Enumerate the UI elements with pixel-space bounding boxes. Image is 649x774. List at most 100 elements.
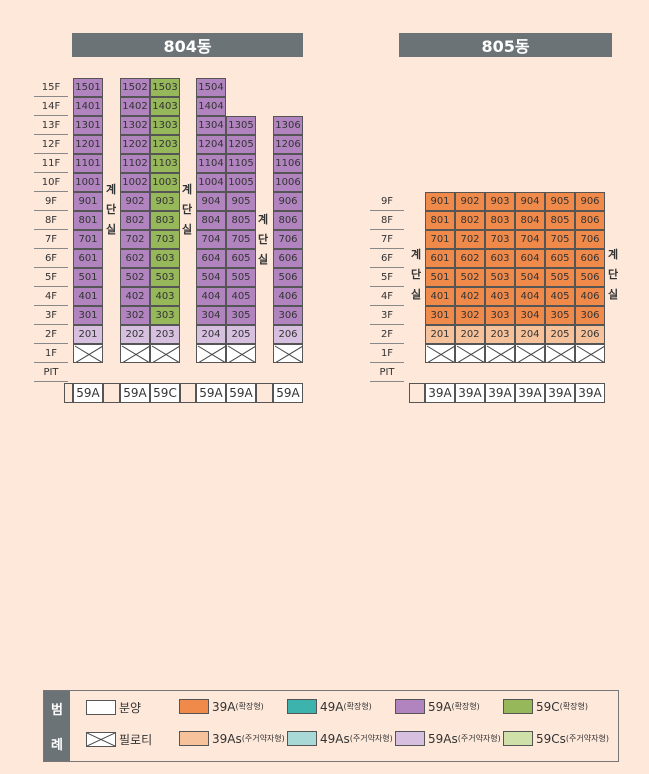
unit-cell: 205 xyxy=(226,325,256,344)
unit-cell: 306 xyxy=(273,306,303,325)
pilotis-cell xyxy=(196,344,226,363)
stair-char: 단 xyxy=(181,203,193,216)
unit-cell: 1003 xyxy=(150,173,180,192)
unit-cell: 603 xyxy=(150,249,180,268)
unit-cell: 1004 xyxy=(196,173,226,192)
legend-color-swatch xyxy=(287,699,317,714)
unit-cell: 602 xyxy=(455,249,485,268)
pilotis-cell xyxy=(150,344,180,363)
unit-cell: 302 xyxy=(455,306,485,325)
unit-cell: 1202 xyxy=(120,135,150,154)
unit-cell: 1104 xyxy=(196,154,226,173)
building-805-title: 805동 xyxy=(399,33,612,57)
unit-cell: 804 xyxy=(515,211,545,230)
unit-cell: 901 xyxy=(425,192,455,211)
legend-sublabel: (확장형) xyxy=(451,702,480,711)
floor-label: PIT xyxy=(370,363,404,382)
unit-cell: 602 xyxy=(120,249,150,268)
unit-cell: 1504 xyxy=(196,78,226,97)
unit-type-label: 39A xyxy=(575,383,605,403)
stair-char: 계 xyxy=(410,248,422,261)
floor-label: 6F xyxy=(370,249,404,268)
unit-type-label: 59A xyxy=(120,383,150,403)
unit-cell: 906 xyxy=(273,192,303,211)
unit-cell: 1203 xyxy=(150,135,180,154)
legend-label: 59C xyxy=(536,699,560,714)
floor-label: 1F xyxy=(34,344,68,363)
legend-color-swatch xyxy=(395,731,425,746)
unit-cell: 604 xyxy=(515,249,545,268)
legend-item: 49A (확장형) xyxy=(287,699,372,714)
pilotis-cross-icon xyxy=(576,345,604,362)
unit-cell: 506 xyxy=(273,268,303,287)
legend-label: 49A xyxy=(320,699,344,714)
stair-char: 단 xyxy=(410,268,422,281)
legend-item: 필로티 xyxy=(86,731,152,748)
legend-sublabel: (주거약자형) xyxy=(349,734,393,743)
unit-cell: 904 xyxy=(196,192,226,211)
floor-label: 9F xyxy=(370,192,404,211)
unit-type-label: 59A xyxy=(73,383,103,403)
unit-type-label: 59A xyxy=(226,383,256,403)
stair-char: 실 xyxy=(410,288,422,301)
unit-cell: 206 xyxy=(575,325,605,344)
unit-cell: 605 xyxy=(226,249,256,268)
type-row-spacer xyxy=(64,383,73,403)
pilotis-cross-icon xyxy=(74,345,102,362)
unit-cell: 801 xyxy=(73,211,103,230)
legend-item: 49As (주거약자형) xyxy=(287,731,393,746)
floor-label: 13F xyxy=(34,116,68,135)
legend-label: 필로티 xyxy=(119,733,153,747)
unit-cell: 202 xyxy=(120,325,150,344)
unit-type-label: 39A xyxy=(425,383,455,403)
floor-label: 8F xyxy=(370,211,404,230)
legend-item: 39A (확장형) xyxy=(179,699,264,714)
unit-cell: 306 xyxy=(575,306,605,325)
legend-label: 59Cs xyxy=(536,731,566,746)
unit-cell: 1106 xyxy=(273,154,303,173)
legend-label: 분양 xyxy=(119,701,142,715)
pilotis-cell xyxy=(425,344,455,363)
pilotis-cross-icon xyxy=(151,345,179,362)
legend-color-swatch xyxy=(287,731,317,746)
legend-color-swatch xyxy=(503,699,533,714)
unit-cell: 203 xyxy=(485,325,515,344)
unit-cell: 803 xyxy=(485,211,515,230)
unit-cell: 905 xyxy=(545,192,575,211)
floor-label: 2F xyxy=(370,325,404,344)
unit-cell: 806 xyxy=(273,211,303,230)
legend-sublabel: (확장형) xyxy=(559,702,588,711)
legend-pilotis-swatch xyxy=(86,732,116,747)
pilotis-cell xyxy=(273,344,303,363)
unit-cell: 1404 xyxy=(196,97,226,116)
unit-cell: 402 xyxy=(120,287,150,306)
unit-cell: 503 xyxy=(485,268,515,287)
unit-cell: 405 xyxy=(226,287,256,306)
unit-cell: 904 xyxy=(515,192,545,211)
unit-cell: 706 xyxy=(575,230,605,249)
unit-cell: 1006 xyxy=(273,173,303,192)
unit-cell: 1502 xyxy=(120,78,150,97)
legend-heading-char: 례 xyxy=(51,738,63,753)
unit-cell: 504 xyxy=(196,268,226,287)
floor-label: 1F xyxy=(370,344,404,363)
unit-cell: 301 xyxy=(73,306,103,325)
stair-char: 계 xyxy=(607,248,619,261)
legend-label: 59As xyxy=(428,731,458,746)
unit-cell: 203 xyxy=(150,325,180,344)
legend-sublabel: (주거약자형) xyxy=(565,734,609,743)
unit-cell: 903 xyxy=(150,192,180,211)
unit-cell: 705 xyxy=(545,230,575,249)
type-row-spacer xyxy=(103,383,120,403)
unit-cell: 701 xyxy=(73,230,103,249)
unit-cell: 202 xyxy=(455,325,485,344)
unit-type-label: 39A xyxy=(545,383,575,403)
unit-cell: 1001 xyxy=(73,173,103,192)
floor-label: 3F xyxy=(370,306,404,325)
unit-cell: 606 xyxy=(575,249,605,268)
type-row-spacer xyxy=(180,383,196,403)
building-804-unit-grid: 15F 14F 13F 12F 11F 10F 9F 8F 7F 6F 5F 4F 3F 2F 1F PIT 1… xyxy=(34,78,303,403)
